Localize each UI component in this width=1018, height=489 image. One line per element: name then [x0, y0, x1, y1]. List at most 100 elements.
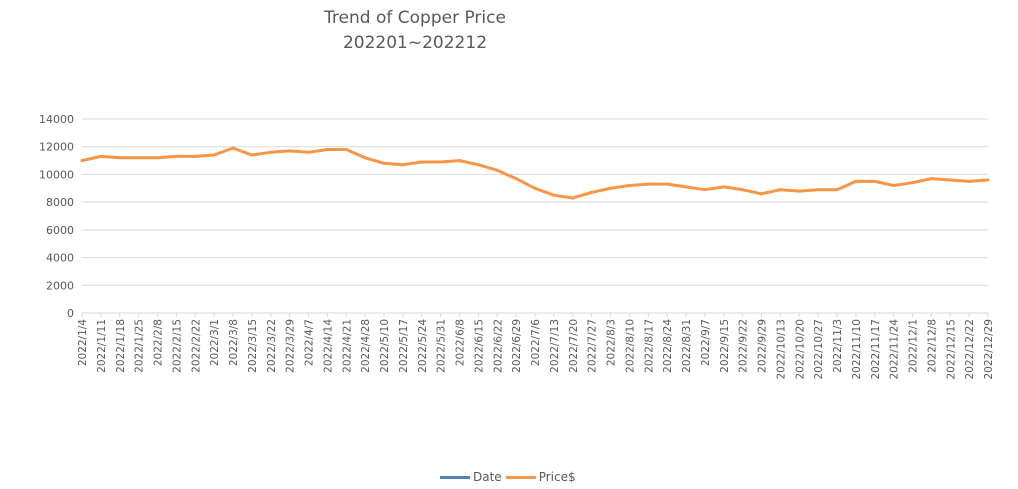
x-tick-label: 2022/2/15: [171, 319, 183, 373]
data-point: [325, 147, 329, 151]
data-point: [363, 156, 367, 160]
data-point: [797, 189, 801, 193]
x-tick-label: 2022/3/15: [247, 319, 259, 373]
x-tick-label: 2022/12/8: [926, 319, 938, 373]
data-point: [967, 179, 971, 183]
x-tick-label: 2022/9/15: [719, 319, 731, 373]
series-line-price: [81, 146, 989, 200]
x-tick-label: 2022/7/13: [549, 319, 561, 373]
x-tick-label: 2022/12/1: [908, 319, 920, 373]
x-tick-label: 2022/8/3: [606, 319, 618, 366]
x-tick-label: 2022/7/20: [568, 319, 580, 373]
x-tick-label: 2022/10/20: [794, 319, 806, 380]
data-point: [80, 159, 84, 163]
data-point: [854, 179, 858, 183]
x-tick-label: 2022/12/15: [945, 319, 957, 380]
data-point: [684, 185, 688, 189]
x-tick-label: 2022/3/29: [285, 319, 297, 373]
data-point: [646, 182, 650, 186]
x-tick-label: 2022/10/13: [775, 319, 787, 380]
legend-label-price: Price$: [538, 470, 576, 484]
x-tick-label: 2022/1/4: [77, 319, 89, 366]
data-point: [778, 188, 782, 192]
data-point: [401, 163, 405, 167]
data-point: [835, 188, 839, 192]
y-tick-label: 12000: [39, 141, 74, 154]
x-tick-label: 2022/9/29: [757, 319, 769, 373]
data-point: [816, 188, 820, 192]
data-point: [760, 192, 763, 196]
data-point: [571, 196, 575, 200]
x-tick-label: 2022/4/28: [360, 319, 372, 373]
y-tick-label: 4000: [46, 252, 74, 265]
x-tick-label: 2022/6/8: [455, 319, 467, 366]
x-tick-label: 2022/6/22: [492, 319, 504, 373]
x-tick-label: 2022/5/17: [398, 319, 410, 373]
x-tick-label: 2022/2/22: [190, 319, 202, 373]
x-tick-label: 2022/11/10: [851, 319, 863, 380]
x-tick-label: 2022/11/3: [832, 319, 844, 373]
x-tick-label: 2022/5/10: [379, 319, 391, 373]
data-point: [476, 163, 480, 167]
x-tick-label: 2022/12/29: [983, 319, 995, 380]
x-tick-label: 2022/4/14: [322, 319, 334, 373]
data-point: [514, 177, 518, 181]
data-point: [892, 184, 896, 188]
x-tick-label: 2022/9/7: [700, 319, 712, 366]
data-point: [911, 181, 914, 185]
data-point: [420, 160, 424, 164]
x-tick-label: 2022/8/24: [662, 319, 674, 373]
data-point: [269, 150, 273, 154]
chart-title: Trend of Copper Price: [324, 8, 506, 28]
data-point: [118, 156, 122, 160]
chart-subtitle: 202201~202212: [342, 33, 488, 53]
data-point: [741, 188, 745, 192]
y-tick-label: 14000: [39, 113, 74, 126]
data-point: [929, 177, 933, 181]
data-point: [193, 154, 197, 158]
data-point: [873, 179, 877, 183]
data-point: [590, 190, 594, 194]
data-point: [703, 188, 707, 192]
data-point: [156, 156, 159, 160]
x-tick-label: 2022/6/15: [473, 319, 485, 373]
y-tick-label: 10000: [39, 168, 74, 181]
data-point: [174, 154, 178, 158]
y-tick-label: 6000: [46, 224, 74, 237]
data-point: [212, 153, 216, 157]
x-tick-label: 2022/5/24: [417, 319, 429, 373]
data-point: [231, 146, 235, 150]
x-tick-label: 2022/7/6: [530, 319, 542, 366]
data-point: [722, 185, 726, 189]
y-tick-label: 2000: [46, 279, 74, 292]
x-tick-label: 2022/3/1: [209, 319, 221, 366]
data-point: [986, 178, 990, 182]
x-tick-label: 2022/3/22: [266, 319, 278, 373]
data-point: [137, 156, 141, 160]
data-point: [495, 168, 499, 172]
x-tick-label: 2022/9/22: [738, 319, 750, 373]
y-tick-label: 8000: [46, 196, 74, 209]
legend-label-date: Date: [473, 470, 502, 484]
data-point: [307, 150, 310, 154]
data-point: [250, 153, 254, 157]
x-tick-label: 2022/4/7: [304, 319, 316, 366]
x-tick-label: 2022/11/17: [870, 319, 882, 380]
legend-item-date[interactable]: Date: [440, 470, 502, 484]
y-tick-label: 0: [67, 307, 74, 320]
x-tick-label: 2022/4/21: [341, 319, 353, 373]
data-point: [382, 161, 386, 165]
data-point: [439, 160, 443, 164]
x-tick-label: 2022/1/11: [96, 319, 108, 373]
x-tick-label: 2022/11/24: [889, 319, 901, 380]
x-tick-label: 2022/5/31: [436, 319, 448, 373]
x-tick-label: 2022/8/17: [643, 319, 655, 373]
data-point: [288, 149, 292, 153]
data-point: [627, 184, 631, 188]
data-point: [533, 186, 537, 190]
legend-item-price[interactable]: Price$: [505, 470, 576, 484]
legend-swatch-price: [505, 475, 536, 479]
x-tick-label: 2022/8/31: [681, 319, 693, 373]
legend-swatch-date: [440, 475, 470, 479]
